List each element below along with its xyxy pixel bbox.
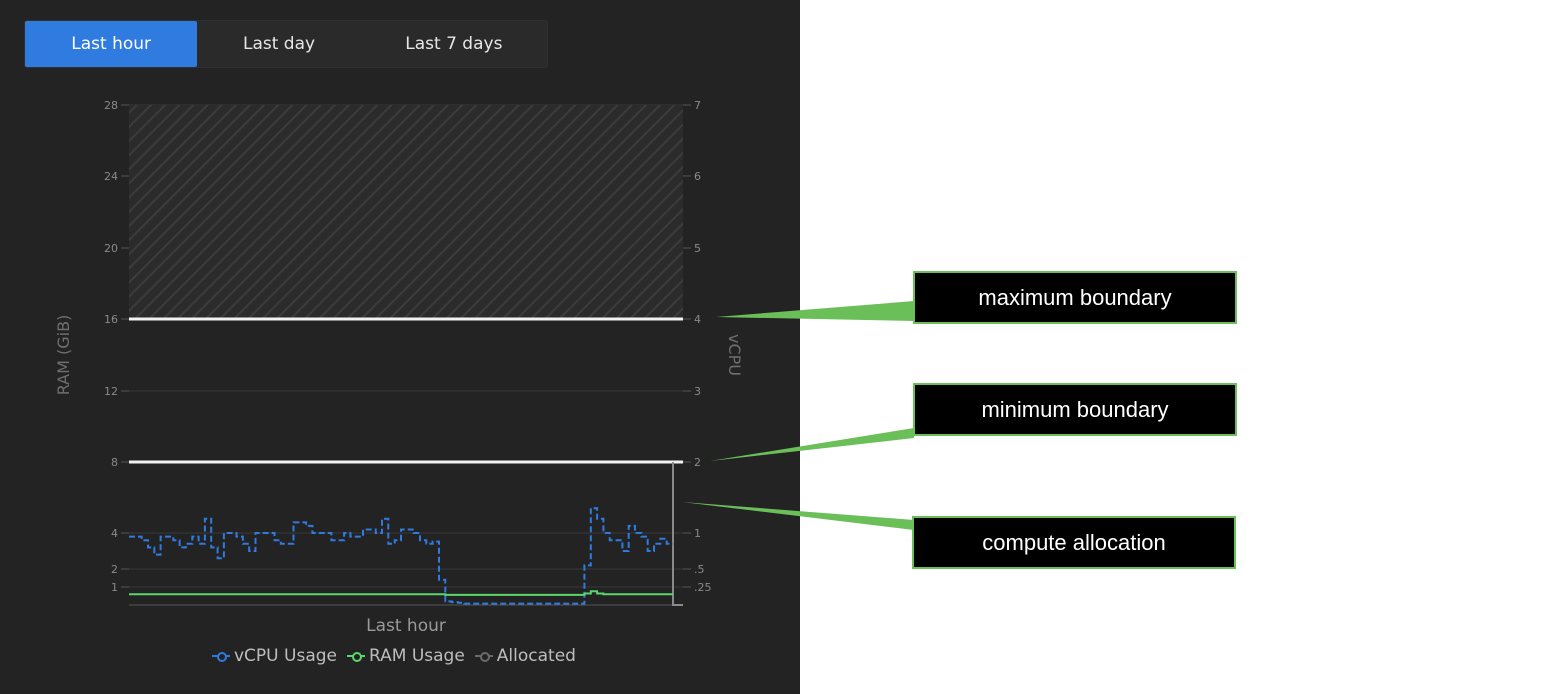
left-tick-label: 4 — [111, 527, 118, 540]
allocated-line — [672, 462, 683, 606]
time-range-tabs: Last hour Last day Last 7 days — [24, 20, 548, 68]
right-tick-label: 5 — [694, 242, 701, 255]
left-axis-title: RAM (GiB) — [54, 315, 73, 396]
legend-ram-usage-label: RAM Usage — [369, 646, 465, 666]
right-tick-label: 4 — [694, 313, 701, 326]
compute-usage-chart: 28 724 620 516 412 38 24 12.51.25 RAM (GiB) vCP… — [54, 99, 744, 636]
right-tick-label: .25 — [694, 581, 712, 594]
vcpu-usage-line — [129, 507, 673, 605]
callout-compute-allocation: compute allocation — [912, 516, 1236, 569]
tab-last-7-days[interactable]: Last 7 days — [405, 34, 503, 54]
left-tick-label: 24 — [104, 170, 118, 183]
left-tick-label: 20 — [104, 242, 118, 255]
right-tick-label: .5 — [694, 563, 705, 576]
tab-last-hour[interactable]: Last hour — [25, 21, 198, 67]
right-tick-label: 2 — [694, 456, 701, 469]
callout-minimum-boundary: minimum boundary — [913, 383, 1237, 436]
left-tick-label: 16 — [104, 313, 118, 326]
right-axis-title: vCPU — [725, 334, 744, 376]
hatched-region — [129, 105, 683, 319]
vcpu-usage-swatch-icon — [212, 651, 230, 662]
callout-maximum-boundary: maximum boundary — [913, 271, 1237, 324]
right-tick-label: 7 — [694, 99, 701, 112]
left-tick-label: 8 — [111, 456, 118, 469]
left-tick-label: 28 — [104, 99, 118, 112]
right-tick-label: 3 — [694, 385, 701, 398]
left-tick-label: 12 — [104, 385, 118, 398]
legend-allocated-label: Allocated — [496, 646, 576, 666]
allocated-swatch-icon — [474, 651, 493, 662]
x-axis-title: Last hour — [366, 616, 446, 636]
legend-allocated[interactable]: Allocated — [474, 646, 576, 666]
left-tick-label: 1 — [111, 581, 118, 594]
legend-ram-usage[interactable]: RAM Usage — [347, 646, 465, 666]
right-tick-label: 1 — [694, 527, 701, 540]
series-lines — [129, 317, 683, 606]
legend-vcpu-usage[interactable]: vCPU Usage — [212, 646, 337, 666]
tab-last-day[interactable]: Last day — [242, 34, 316, 54]
legend-vcpu-usage-label: vCPU Usage — [234, 646, 337, 666]
right-tick-label: 6 — [694, 170, 701, 183]
ram-usage-swatch-icon — [347, 651, 365, 662]
ram-usage-line — [129, 590, 673, 596]
chart-legend: vCPU Usage RAM Usage Allocated — [212, 646, 576, 666]
left-tick-label: 2 — [111, 563, 118, 576]
axis-ticks: 28 724 620 516 412 38 24 12.51.25 — [104, 99, 712, 594]
hatched-area — [129, 105, 683, 319]
